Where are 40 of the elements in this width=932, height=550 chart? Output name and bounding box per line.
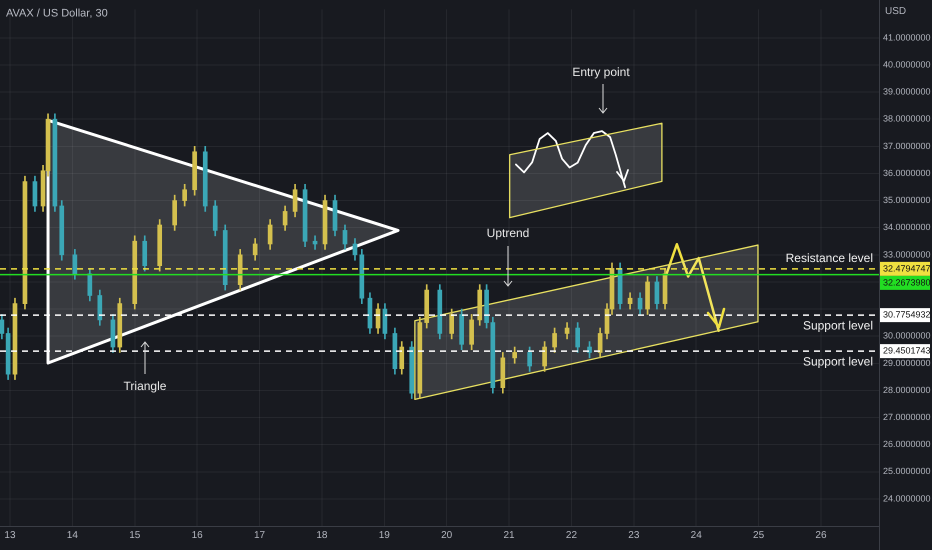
y-tick-label: 25.0000000 xyxy=(883,466,931,476)
x-tick-label: 20 xyxy=(441,530,453,541)
y-tick-label: 37.0000000 xyxy=(883,140,931,151)
y-tick-label: 40.0000000 xyxy=(883,59,931,70)
ref-line-label: Support level xyxy=(802,354,873,368)
x-tick-label: 22 xyxy=(566,530,578,541)
y-tick-label: 33.0000000 xyxy=(883,249,931,260)
x-tick-label: 16 xyxy=(192,530,204,541)
x-tick-label: 18 xyxy=(316,530,328,541)
y-tick-label: 29.0000000 xyxy=(883,358,931,368)
x-tick-label: 13 xyxy=(4,530,16,541)
annotation: Triangle xyxy=(124,379,166,393)
y-tick-label: 30.0000000 xyxy=(883,330,931,341)
y-tick-label: 39.0000000 xyxy=(883,86,931,97)
x-tick-label: 21 xyxy=(503,530,516,541)
y-tick-label: 27.0000000 xyxy=(883,412,931,422)
x-tick-label: 25 xyxy=(753,530,765,541)
x-tick-label: 24 xyxy=(690,530,702,541)
text: 30.7754932 xyxy=(883,310,931,320)
chart-title: AVAX / US Dollar, 30 xyxy=(6,8,108,20)
x-tick-label: 15 xyxy=(129,530,141,541)
ref-line-label: Resistance level xyxy=(786,251,873,266)
x-tick-label: 23 xyxy=(628,530,640,541)
y-tick-label: 36.0000000 xyxy=(883,168,931,178)
y-tick-label: 24.0000000 xyxy=(883,493,931,504)
annotation: Entry point xyxy=(572,65,630,79)
annotation: Uptrend xyxy=(486,226,530,240)
x-tick-label: 17 xyxy=(254,530,266,541)
y-tick-label: 34.0000000 xyxy=(883,222,931,232)
y-tick-label: 26.0000000 xyxy=(883,439,931,450)
x-tick-label: 26 xyxy=(815,530,827,541)
x-tick-label: 14 xyxy=(66,530,78,541)
y-tick-label: 38.0000000 xyxy=(883,114,931,124)
x-tick-label: 19 xyxy=(378,530,390,541)
ref-line-label: Support level xyxy=(802,318,873,332)
text: 32.4794747 xyxy=(883,263,931,274)
y-axis-title: USD xyxy=(885,6,906,17)
y-tick-label: 28.0000000 xyxy=(883,384,931,395)
y-tick-label: 35.0000000 xyxy=(883,195,931,206)
y-tick-label: 41.0000000 xyxy=(883,32,931,42)
